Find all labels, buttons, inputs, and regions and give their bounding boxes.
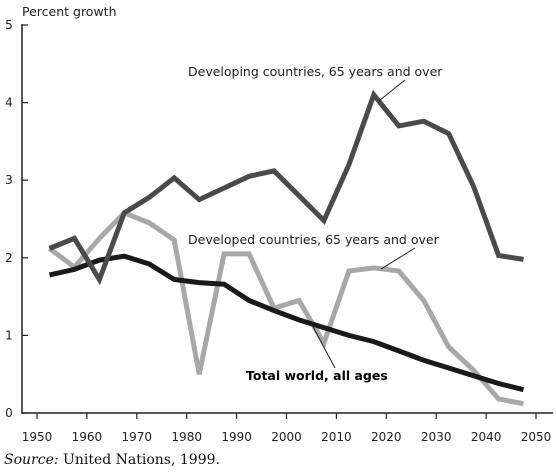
series-line-developing [48,89,524,286]
y-tick-label: 0 [5,406,13,420]
x-tick-label: 2000 [271,430,302,444]
y-axis-label: Percent growth [22,4,117,19]
y-tick-label: 4 [5,96,13,110]
leader-developing [378,79,406,102]
x-tick-label: 1950 [22,430,53,444]
x-tick-label: 2040 [471,430,502,444]
x-tick-label: 2050 [521,430,552,444]
x-tick-label: 1970 [122,430,153,444]
x-tick-label: 1960 [72,430,103,444]
x-tick-label: 2030 [421,430,452,444]
x-tick-label: 2020 [371,430,402,444]
annotation-developing: Developing countries, 65 years and over [188,64,443,79]
leader-total-world [311,323,336,369]
source-text: United Nations, 1999. [58,452,220,468]
y-tick-label: 5 [5,18,13,32]
series-line-total-world [48,253,525,393]
annotation-total-world: Total world, all ages [246,368,388,383]
leader-developed [381,247,416,270]
x-tick-label: 2010 [321,430,352,444]
source-note: Source: United Nations, 1999. [4,452,220,468]
y-tick-label: 3 [5,173,13,187]
source-prefix: Source: [4,452,59,468]
series-line-developed [48,209,524,407]
annotation-developed: Developed countries, 65 years and over [188,232,440,247]
line-chart: Percent growth 0 1 2 3 4 5 1950 1960 1970 1980 19… [5,4,553,444]
y-tick-label: 1 [5,328,13,342]
x-tick-label: 1980 [171,430,202,444]
x-tick-label: 1990 [221,430,252,444]
y-tick-label: 2 [5,251,13,265]
